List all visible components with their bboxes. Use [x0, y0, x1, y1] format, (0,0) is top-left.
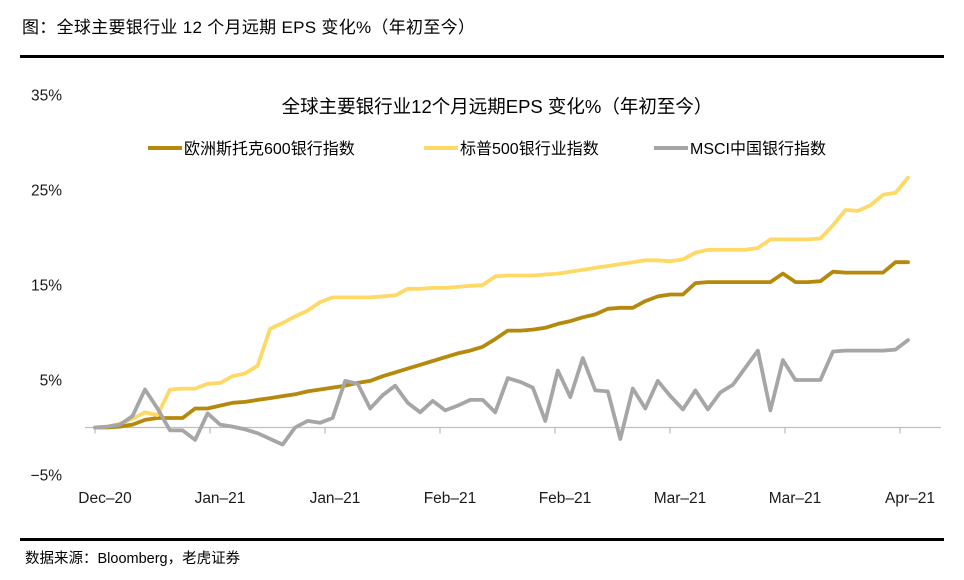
legend-item-msci-china-banks: MSCI中国银行指数	[654, 140, 826, 158]
source-note: 数据来源：Bloomberg，老虎证券	[25, 551, 241, 567]
legend-label-eurostoxx600: 欧洲斯托克600银行指数	[184, 140, 355, 158]
axes: Dec–20 Jan–21 Jan–21 Feb–21 Feb–21 Mar–21 Mar–…	[31, 88, 941, 507]
eps-change-line-chart: 全球主要银行业12个月远期EPS 变化%（年初至今） 欧洲斯托克600银行指数 …	[0, 55, 964, 520]
x-tick-label: Mar–21	[654, 490, 707, 507]
y-tick-label: 35%	[31, 88, 62, 105]
x-tick-label: Apr–21	[885, 490, 935, 507]
legend-label-sp500: 标普500银行业指数	[460, 140, 599, 158]
legend-item-eurostoxx600-banks: 欧洲斯托克600银行指数	[148, 140, 355, 158]
plot-lines	[93, 175, 910, 447]
series-line-1	[93, 175, 910, 430]
x-tick-label: Dec–20	[78, 490, 132, 507]
x-tick-label: Mar–21	[769, 490, 822, 507]
legend-item-sp500-banks: 标普500银行业指数	[424, 140, 599, 158]
x-tick-label: Feb–21	[424, 490, 477, 507]
x-tick-label: Jan–21	[310, 490, 361, 507]
y-tick-label: −5%	[31, 468, 63, 485]
legend-label-msci-china: MSCI中国银行指数	[690, 140, 826, 158]
y-tick-label: 5%	[40, 373, 63, 390]
y-tick-label: 25%	[31, 183, 62, 200]
series-line-0	[93, 260, 910, 430]
x-tick-label: Feb–21	[539, 490, 592, 507]
chart-title: 全球主要银行业12个月远期EPS 变化%（年初至今）	[282, 96, 713, 117]
bottom-divider	[20, 538, 944, 541]
top-divider	[20, 55, 944, 58]
figure-caption: 图：全球主要银行业 12 个月远期 EPS 变化%（年初至今）	[22, 18, 476, 37]
y-tick-label: 15%	[31, 278, 62, 295]
x-tick-label: Jan–21	[195, 490, 246, 507]
chart-legend: 欧洲斯托克600银行指数 标普500银行业指数 MSCI中国银行指数	[148, 140, 826, 158]
chart-canvas: 全球主要银行业12个月远期EPS 变化%（年初至今） 欧洲斯托克600银行指数 …	[31, 88, 941, 507]
series-line-2	[93, 338, 910, 447]
